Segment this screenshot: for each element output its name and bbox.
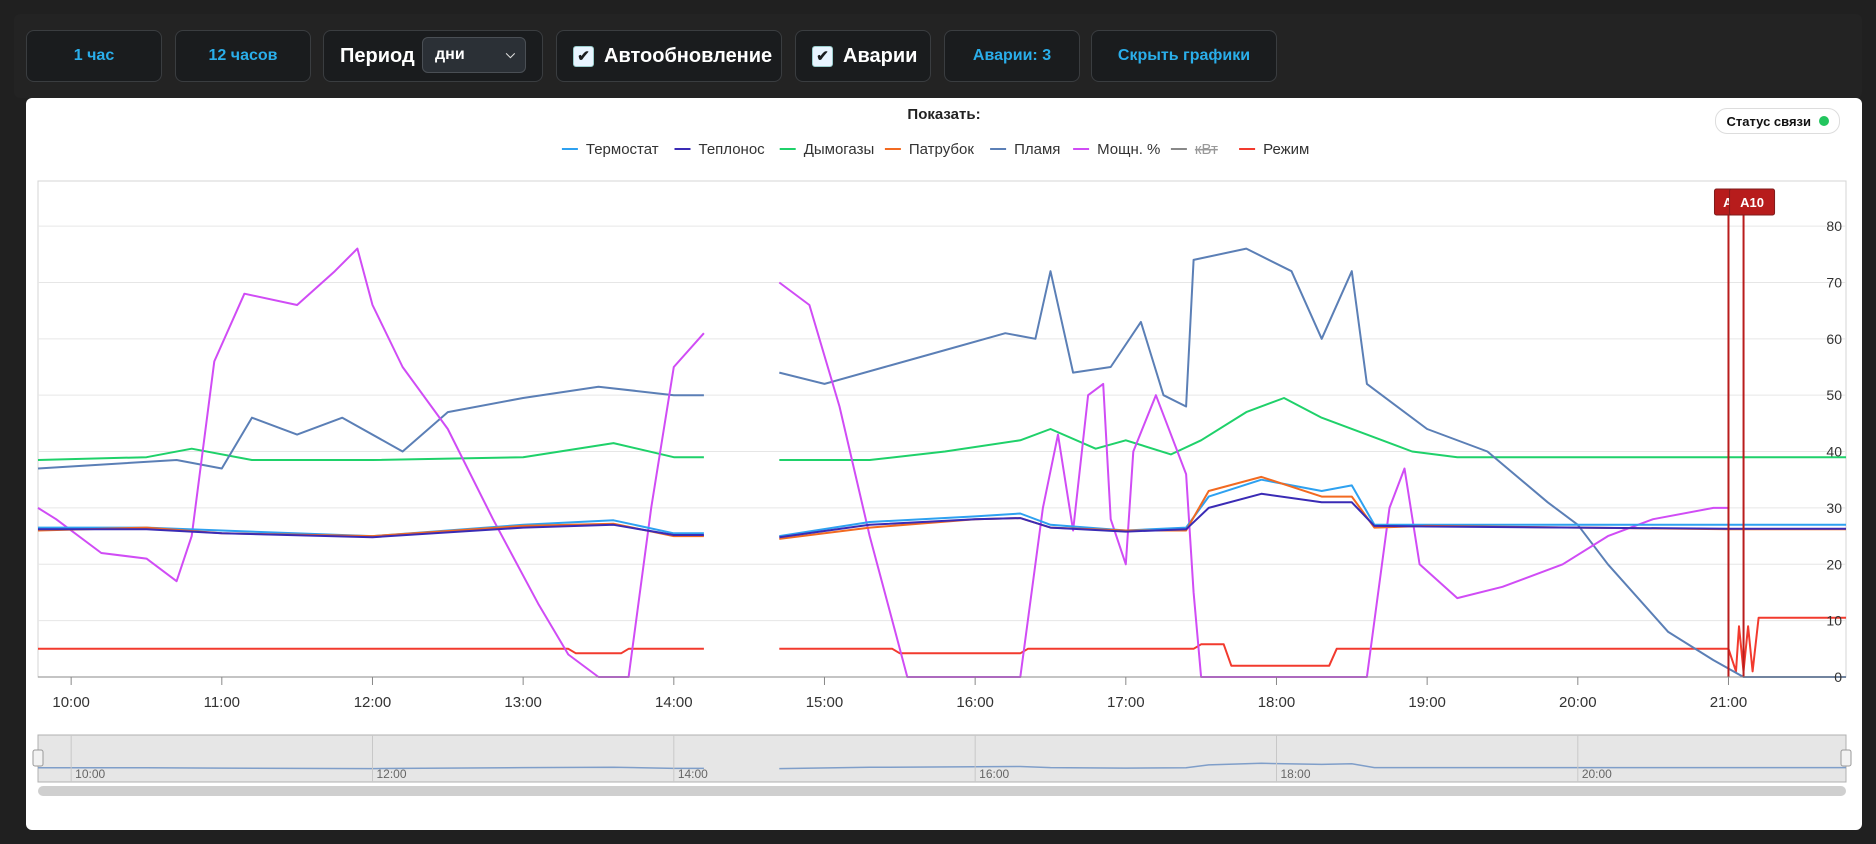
autoupdate-label: Автообновление xyxy=(604,44,773,67)
status-dot-icon xyxy=(1819,116,1829,126)
legend-label: Режим xyxy=(1263,141,1309,158)
x-axis-ticks: 10:00 11:00 12:00 13:00 14:00 15:00 16:00 17:00… xyxy=(52,677,1747,711)
x-tick-label: 18:00 xyxy=(1258,694,1296,711)
y-tick-label: 0 xyxy=(1834,669,1842,685)
y-tick-label: 60 xyxy=(1826,331,1842,347)
y-tick-label: 30 xyxy=(1826,500,1842,516)
navigator-tick-label: 20:00 xyxy=(1582,767,1612,781)
alarm-markers: A9A10 xyxy=(1713,188,1776,677)
x-tick-label: 13:00 xyxy=(504,694,542,711)
y-tick-label: 50 xyxy=(1826,387,1842,403)
connection-status-label: Статус связи xyxy=(1726,113,1811,129)
series-line xyxy=(37,247,1846,678)
legend-label: Термостат xyxy=(586,141,659,158)
autoupdate-checkbox[interactable]: ✔ xyxy=(573,45,594,67)
legend-label: Дымогазы xyxy=(804,141,875,158)
alarms-checkbox[interactable]: ✔ xyxy=(812,45,833,67)
alarm-flag-box xyxy=(1729,188,1776,216)
legend-item[interactable]: Режим xyxy=(1239,141,1309,158)
legend-item[interactable]: Пламя xyxy=(990,141,1060,158)
y-axis-ticks: 0 10 20 30 40 50 60 70 80 xyxy=(1826,218,1842,685)
x-tick-label: 21:00 xyxy=(1710,694,1748,711)
legend-item[interactable]: Патрубок xyxy=(884,141,974,158)
toolbar xyxy=(14,14,1862,98)
range-12h-button[interactable]: 12 часов xyxy=(175,30,311,82)
alarms-toggle[interactable]: ✔ Аварии xyxy=(795,30,931,82)
alarms-count-button[interactable]: Аварии: 3 xyxy=(944,30,1080,82)
x-tick-label: 19:00 xyxy=(1408,694,1446,711)
alarms-label: Аварии xyxy=(843,44,918,67)
x-tick-label: 10:00 xyxy=(52,694,90,711)
navigator-series-line xyxy=(38,762,1846,770)
series-line xyxy=(38,616,1846,673)
legend-item[interactable]: Теплонос xyxy=(674,141,766,158)
period-label: Период xyxy=(340,44,415,67)
legend-label: кВт xyxy=(1195,141,1218,158)
series-line xyxy=(38,492,1846,539)
x-tick-label: 11:00 xyxy=(204,694,240,711)
navigator-left-handle[interactable] xyxy=(32,749,44,767)
y-tick-label: 70 xyxy=(1826,274,1842,290)
range-1h-button[interactable]: 1 час xyxy=(26,30,162,82)
y-tick-label: 10 xyxy=(1826,613,1842,629)
hide-charts-button[interactable]: Скрыть графики xyxy=(1091,30,1277,82)
x-tick-label: 20:00 xyxy=(1559,694,1597,711)
legend-label: Патрубок xyxy=(909,141,974,158)
y-tick-label: 80 xyxy=(1826,218,1842,234)
navigator-tick-label: 12:00 xyxy=(376,767,406,781)
legend-item[interactable]: кВт xyxy=(1170,141,1218,158)
alarm-flag[interactable]: A10 xyxy=(1729,188,1776,216)
legend-label: Мощн. % xyxy=(1097,141,1160,158)
navigator-scrollbar[interactable] xyxy=(38,786,1846,796)
period-select[interactable]: дни ⌵ xyxy=(422,37,526,73)
legend-item[interactable]: Дымогазы xyxy=(779,141,875,158)
x-tick-label: 15:00 xyxy=(806,694,844,711)
y-tick-label: 40 xyxy=(1826,444,1842,460)
y-tick-label: 20 xyxy=(1826,556,1842,572)
x-tick-label: 17:00 xyxy=(1107,694,1145,711)
autoupdate-toggle[interactable]: ✔ Автообновление xyxy=(556,30,782,82)
period-select-value: дни xyxy=(435,46,465,63)
navigator[interactable]: 10:00 12:00 14:00 16:00 18:00 20:00 xyxy=(32,734,1852,796)
x-tick-label: 12:00 xyxy=(354,694,392,711)
navigator-window xyxy=(37,734,1847,783)
chevron-down-icon: ⌵ xyxy=(505,47,515,61)
x-tick-label: 16:00 xyxy=(956,694,994,711)
navigator-tick-label: 16:00 xyxy=(979,767,1009,781)
navigator-tick-label: 10:00 xyxy=(75,767,105,781)
series-line xyxy=(37,397,1846,461)
navigator-tick-label: 14:00 xyxy=(678,767,708,781)
legend-item[interactable]: Мощн. % xyxy=(1073,141,1160,158)
legend-label: Пламя xyxy=(1014,141,1060,158)
legend-item[interactable]: Термостат xyxy=(561,141,659,158)
navigator-right-handle[interactable] xyxy=(1840,749,1852,767)
legend: Термостат Теплонос Дымогазы Патрубок Пламя Мо… xyxy=(561,141,1309,158)
navigator-tick-label: 18:00 xyxy=(1280,767,1310,781)
legend-title: Показать: xyxy=(907,106,981,123)
plot-frame xyxy=(37,180,1847,678)
connection-status: Статус связи xyxy=(1715,108,1840,134)
legend-label: Теплонос xyxy=(699,141,766,158)
alarm-flag-label: A10 xyxy=(1740,195,1764,210)
x-tick-label: 14:00 xyxy=(655,694,693,711)
